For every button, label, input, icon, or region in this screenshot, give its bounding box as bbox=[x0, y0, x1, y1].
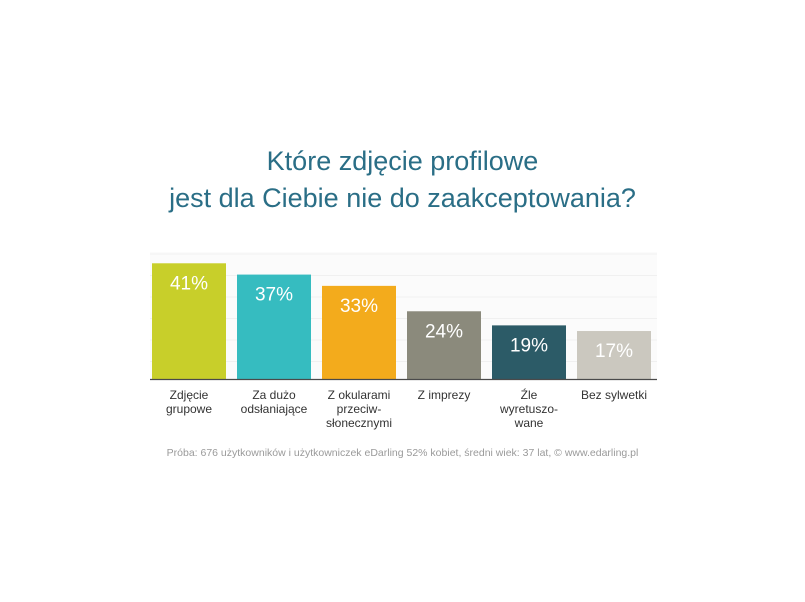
category-label: grupowe bbox=[166, 402, 212, 416]
category-label: Za dużo bbox=[252, 388, 296, 402]
category-label: przeciw- bbox=[337, 402, 382, 416]
chart-grid bbox=[150, 252, 657, 379]
category-label: wyretuszo- bbox=[499, 402, 558, 416]
bar bbox=[237, 274, 311, 379]
category-label: Zdjęcie bbox=[170, 388, 209, 402]
category-label: Z imprezy bbox=[418, 388, 471, 402]
category-label: Bez sylwetki bbox=[581, 388, 647, 402]
category-label: odsłaniające bbox=[241, 402, 308, 416]
category-label: słonecznymi bbox=[326, 416, 392, 430]
bar-value-label: 17% bbox=[595, 341, 633, 362]
category-label: wane bbox=[514, 416, 544, 430]
category-label: Źle bbox=[521, 387, 538, 402]
bar-value-label: 24% bbox=[425, 321, 463, 342]
bar bbox=[322, 285, 396, 379]
bar bbox=[152, 263, 226, 379]
chart-bars: 41% 37% 33% 24% 19% 17% bbox=[152, 263, 651, 379]
plot-background bbox=[150, 252, 657, 379]
bar-value-label: 19% bbox=[510, 335, 548, 356]
bar bbox=[577, 331, 651, 379]
category-label: Z okularami bbox=[328, 388, 391, 402]
chart-title-line2: jest dla Ciebie nie do zaakceptowania? bbox=[169, 183, 636, 213]
bar bbox=[492, 325, 566, 379]
bar bbox=[407, 311, 481, 379]
bar-value-label: 37% bbox=[255, 285, 293, 306]
chart-title-line1: Które zdjęcie profilowe bbox=[266, 146, 539, 176]
bar-value-label: 41% bbox=[170, 273, 208, 294]
footnote: Próba: 676 użytkowników i użytkowniczek … bbox=[166, 447, 639, 459]
bar-value-label: 33% bbox=[340, 296, 378, 317]
